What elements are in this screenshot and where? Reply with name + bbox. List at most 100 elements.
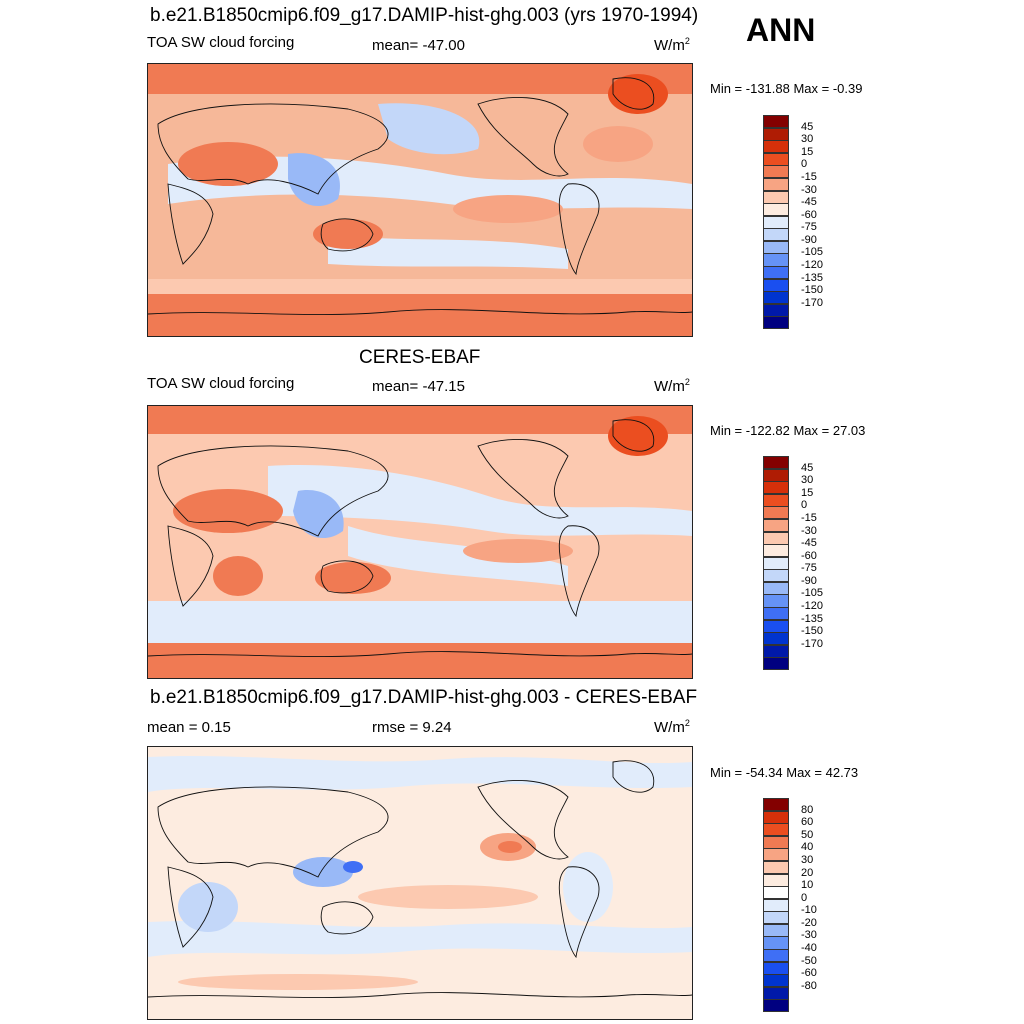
panel1-title: b.e21.B1850cmip6.f09_g17.DAMIP-hist-ghg.… — [150, 5, 699, 26]
colorbar-tick-label: 50 — [801, 828, 814, 841]
colorbar-swatch — [763, 810, 789, 824]
panel1-npac-cloud — [378, 103, 480, 155]
panel3-southern-red — [178, 974, 418, 990]
colorbar-tick-label: -30 — [801, 929, 817, 942]
colorbar-tick-label: -10 — [801, 904, 817, 917]
colorbar-swatch — [763, 177, 789, 192]
panel2-colorbar: 45 30 15 0 -15 -30 -45 -60 -75 -90 -105 -120 -135 -15… — [763, 456, 823, 671]
panel2-units: W/m2 — [654, 377, 690, 395]
colorbar-swatch — [763, 798, 789, 812]
colorbar-tick-label: 0 — [801, 499, 808, 512]
colorbar-tick-label: 20 — [801, 866, 814, 879]
panel1-australia-patch — [313, 219, 383, 249]
colorbar-tick-label: 80 — [801, 803, 814, 816]
colorbar-swatch — [763, 823, 789, 837]
panel1-coastlines — [148, 77, 692, 316]
colorbar-tick-label: -60 — [801, 967, 817, 980]
panel3-samerica-blue — [563, 852, 613, 922]
colorbar-swatch — [763, 316, 789, 330]
panel1-colorbar: 45 30 15 0 -15 -30 -45 -60 -75 -90 -105 -120 -135 -15… — [763, 115, 823, 330]
colorbar-tick-label: -105 — [801, 246, 824, 259]
colorbar-tick-label: 30 — [801, 133, 814, 146]
panel1-mean-label: mean= -47.00 — [372, 37, 465, 54]
panel1-warm-pool — [288, 153, 340, 207]
colorbar-tick-label: -75 — [801, 221, 817, 234]
colorbar-tick-label: -80 — [801, 979, 817, 992]
panel1-variable-label: TOA SW cloud forcing — [147, 34, 295, 51]
colorbar-tick-label: 40 — [801, 841, 814, 854]
colorbar-swatch — [763, 115, 789, 129]
colorbar-swatch — [763, 228, 789, 242]
colorbar-tick-label: 45 — [801, 461, 814, 474]
panel2-minmax: Min = -122.82 Max = 27.03 — [710, 423, 866, 438]
colorbar-tick-label: 0 — [801, 891, 808, 904]
panel3-africa-blue — [178, 882, 238, 932]
colorbar-swatch — [763, 203, 789, 217]
colorbar-swatch — [763, 923, 789, 937]
season-label: ANN — [746, 12, 816, 48]
colorbar-swatch — [763, 898, 789, 912]
colorbar-tick-label: -30 — [801, 524, 817, 537]
colorbar-swatch — [763, 215, 789, 229]
panel2-arctic-band — [148, 406, 692, 434]
panel2-greenland-patch — [608, 416, 668, 456]
colorbar-swatch — [763, 544, 789, 558]
colorbar-swatch — [763, 493, 789, 507]
panel2-south-africa-patch — [213, 556, 263, 596]
colorbar-tick-label: -75 — [801, 562, 817, 575]
colorbar-tick-label: -170 — [801, 637, 824, 650]
panel1-units: W/m2 — [654, 36, 690, 54]
colorbar-swatch — [763, 581, 789, 595]
colorbar-tick-label: -20 — [801, 916, 817, 929]
panel1-arctic-band — [148, 64, 692, 94]
panel2-australia-patch — [315, 562, 391, 594]
colorbar-tick-label: -60 — [801, 549, 817, 562]
panel3-maritime-blue — [293, 857, 353, 887]
colorbar-swatch — [763, 886, 789, 900]
colorbar-swatch — [763, 657, 789, 671]
colorbar-tick-label: -15 — [801, 170, 817, 183]
panel3-southern-blue — [148, 920, 692, 957]
colorbar-swatch — [763, 848, 789, 862]
panel3-nepac-core — [498, 841, 522, 853]
colorbar-swatch — [763, 456, 789, 470]
panel2-variable-label: TOA SW cloud forcing — [147, 375, 295, 392]
colorbar-swatch — [763, 835, 789, 849]
colorbar-swatch — [763, 644, 789, 658]
colorbar-tick-label: -45 — [801, 196, 817, 209]
colorbar-tick-label: -90 — [801, 233, 817, 246]
panel1-sahara-patch — [178, 142, 278, 186]
colorbar-tick-label: 30 — [801, 853, 814, 866]
panel3-units: W/m2 — [654, 718, 690, 736]
colorbar-swatch — [763, 936, 789, 950]
panel2-warm-pool — [293, 490, 344, 539]
colorbar-swatch — [763, 974, 789, 988]
panel2-coastlines — [148, 419, 692, 658]
colorbar-swatch — [763, 518, 789, 533]
colorbar-tick-label: -90 — [801, 574, 817, 587]
colorbar-tick-label: -120 — [801, 600, 824, 613]
panel2-sepac-patch — [463, 539, 573, 563]
colorbar-swatch — [763, 468, 789, 482]
panel3-title: b.e21.B1850cmip6.f09_g17.DAMIP-hist-ghg.… — [150, 687, 698, 708]
panel1-southern-band — [148, 292, 692, 336]
colorbar-swatch — [763, 607, 789, 621]
colorbar-swatch — [763, 190, 789, 204]
panel3-colorbar: 80 60 50 40 30 20 10 0 -10 -20 -30 -40 -50 -60 -80 — [763, 798, 817, 1013]
colorbar-tick-label: -105 — [801, 587, 824, 600]
colorbar-tick-label: -50 — [801, 954, 817, 967]
colorbar-swatch — [763, 531, 789, 545]
panel1-southern-transition — [148, 279, 692, 294]
panel3-map — [147, 746, 693, 1020]
colorbar-swatch — [763, 999, 789, 1013]
panel1-map — [147, 63, 693, 337]
panel3-minmax: Min = -54.34 Max = 42.73 — [710, 765, 859, 780]
colorbar-tick-label: -45 — [801, 537, 817, 550]
colorbar-tick-label: -150 — [801, 625, 824, 638]
colorbar-swatch — [763, 860, 789, 875]
colorbar-tick-label: -170 — [801, 296, 824, 309]
colorbar-swatch — [763, 986, 789, 1000]
panel2-southern-band — [148, 642, 692, 678]
colorbar-swatch — [763, 291, 789, 305]
panel1-minmax: Min = -131.88 Max = -0.39 — [710, 81, 863, 96]
